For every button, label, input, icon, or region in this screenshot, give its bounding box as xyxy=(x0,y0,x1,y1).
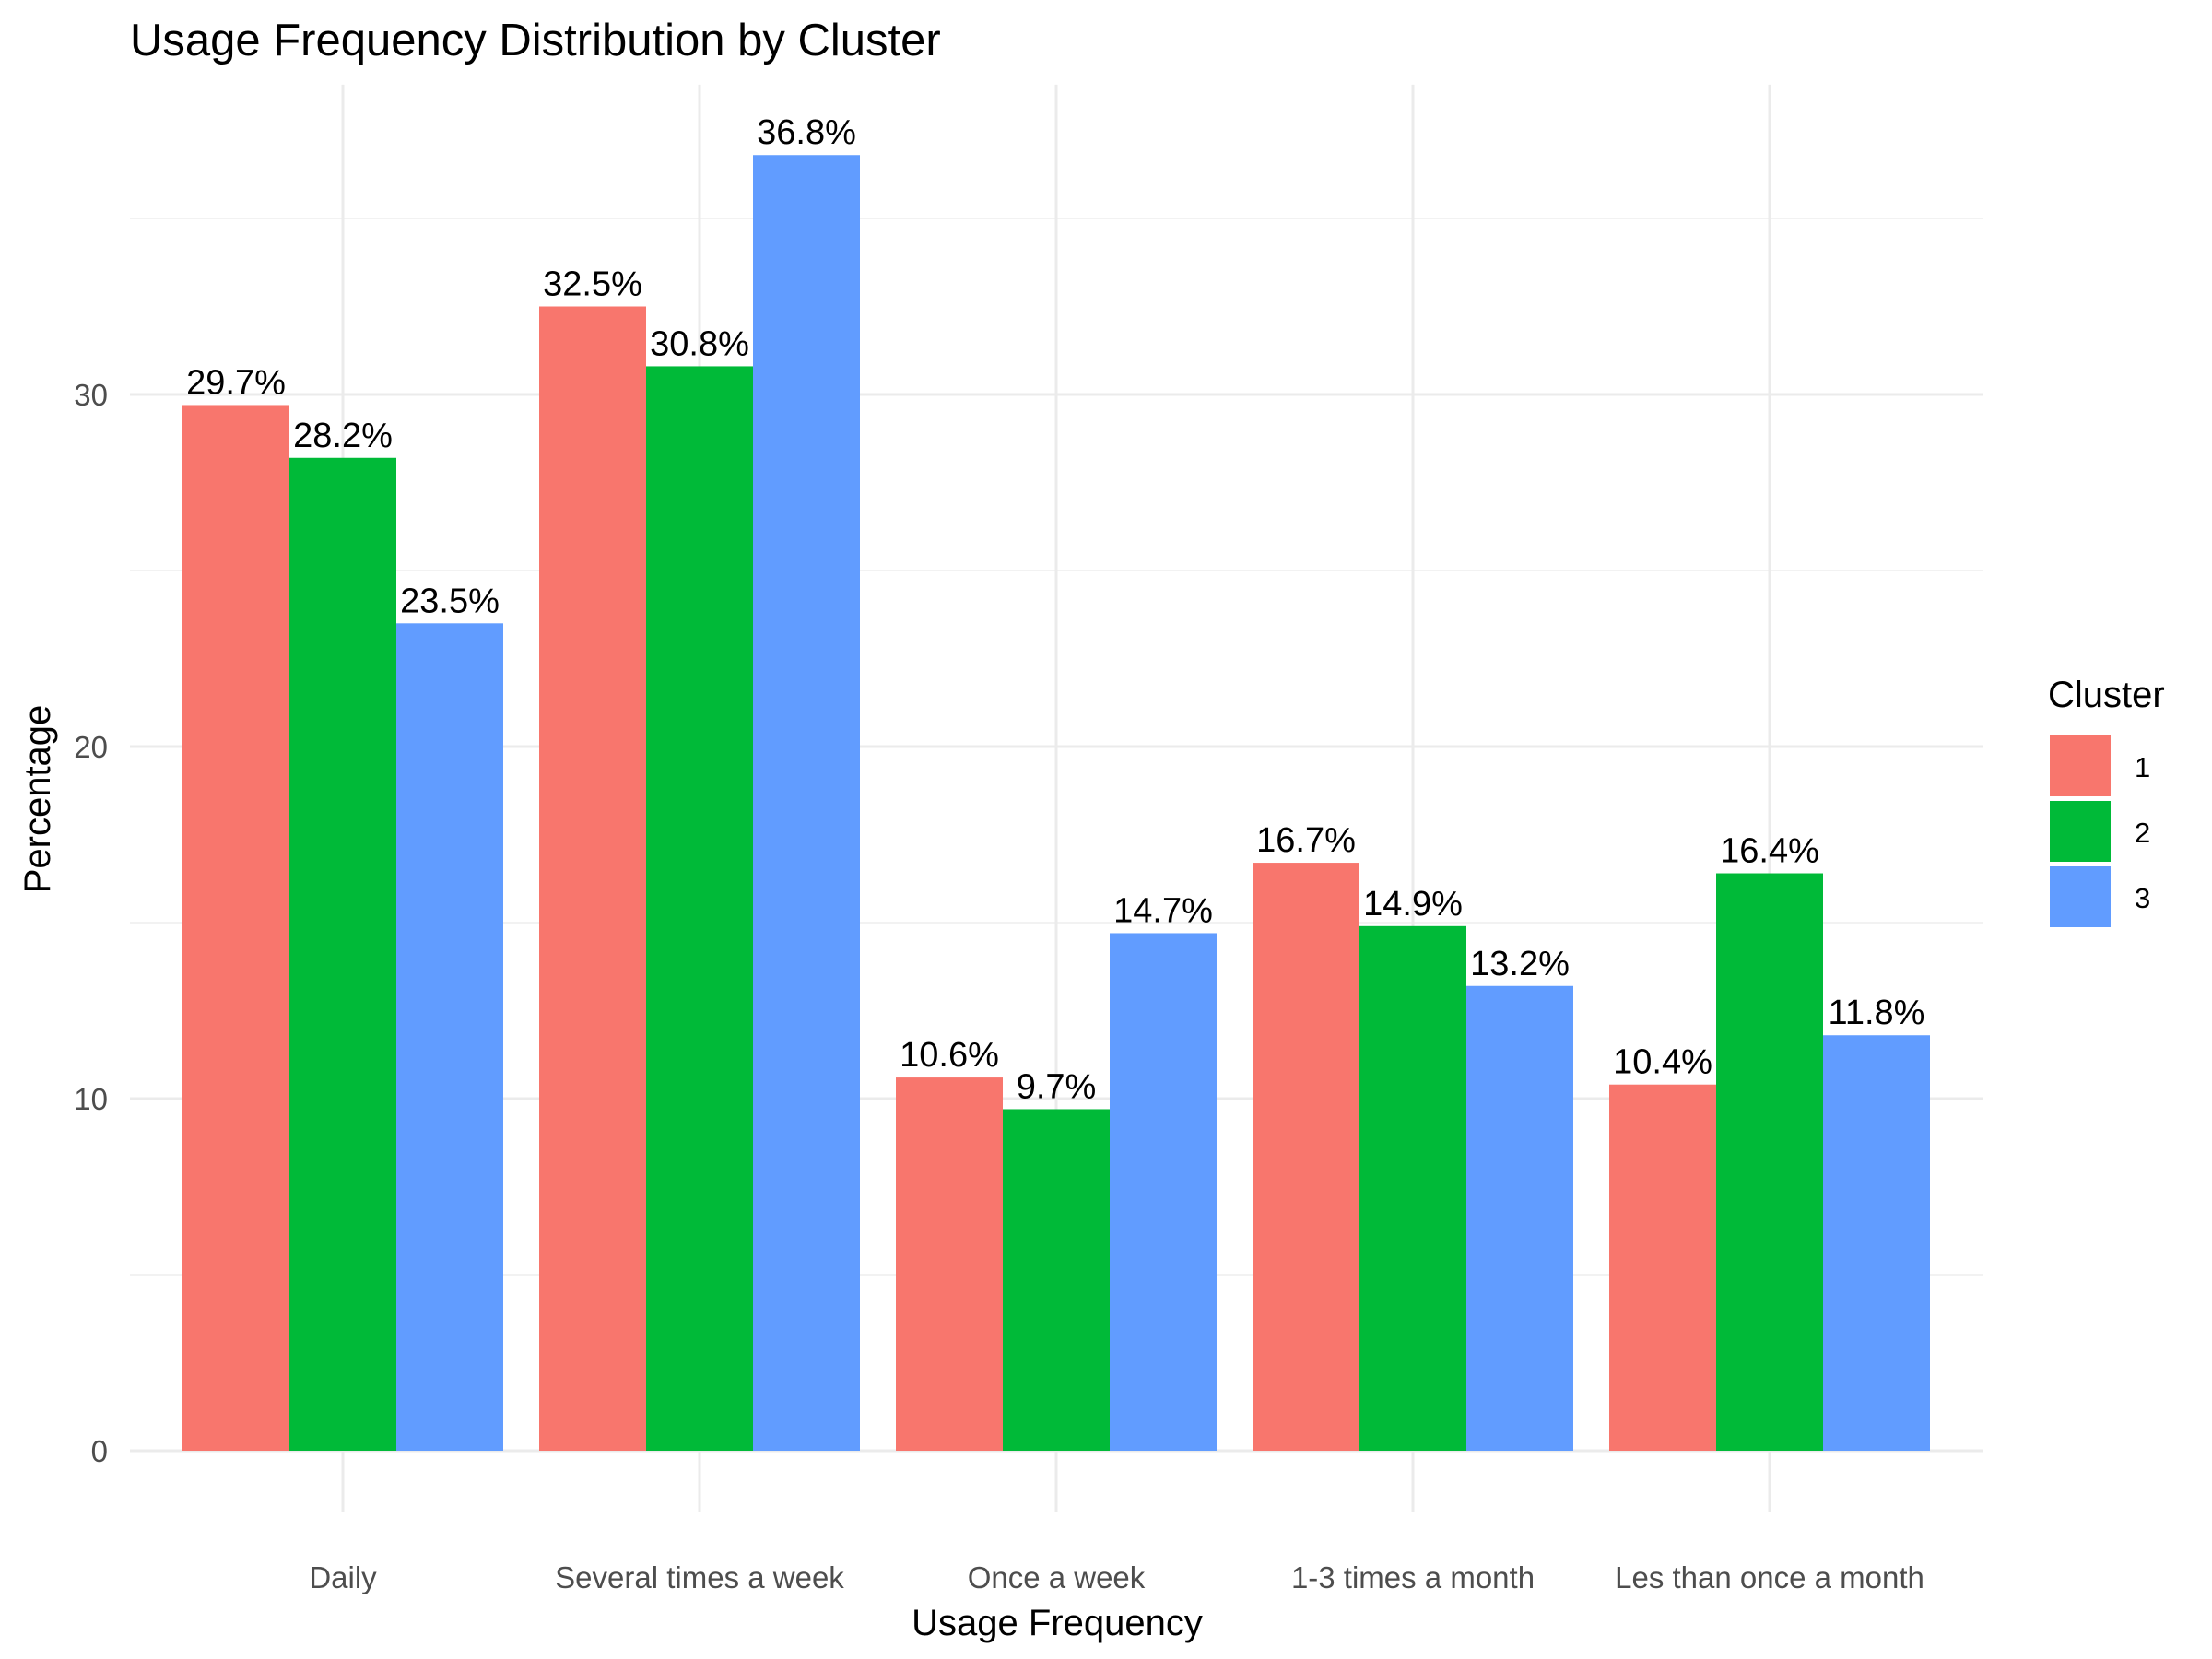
x-tick-label: Daily xyxy=(309,1560,377,1594)
legend: Cluster 1 2 3 xyxy=(2048,675,2165,927)
bar xyxy=(1823,1035,1930,1451)
bar xyxy=(289,457,396,1451)
legend-title: Cluster xyxy=(2048,675,2165,715)
bar xyxy=(1003,1109,1110,1451)
x-tick-label: Several times a week xyxy=(555,1560,844,1594)
data-label: 11.8% xyxy=(1829,994,1925,1032)
bar xyxy=(396,623,503,1451)
bar xyxy=(1716,873,1823,1451)
legend-key xyxy=(2050,866,2111,927)
data-label: 13.2% xyxy=(1470,945,1570,983)
data-label: 29.7% xyxy=(186,363,286,402)
y-axis-ticks: 0 10 20 30 xyxy=(74,378,108,1468)
data-label: 16.4% xyxy=(1720,832,1819,871)
data-label: 36.8% xyxy=(757,113,856,152)
bar xyxy=(1359,925,1466,1451)
data-label: 23.5% xyxy=(400,582,500,620)
bar xyxy=(1609,1084,1716,1451)
y-tick-label: 10 xyxy=(74,1082,108,1116)
data-label: 9.7% xyxy=(1017,1067,1097,1106)
legend-key xyxy=(2050,735,2111,796)
value-labels: 29.7% 32.5% 10.6% 16.7% 10.4% 28.2% 30.8% 9.7% 1… xyxy=(186,113,1924,1106)
bar xyxy=(182,405,289,1452)
data-label: 30.8% xyxy=(650,324,749,363)
legend-key xyxy=(2050,801,2111,862)
data-label: 32.5% xyxy=(543,265,642,304)
x-axis-ticks: Daily Several times a week Once a week 1-3 … xyxy=(309,1560,1924,1594)
x-tick-label: Les than once a month xyxy=(1615,1560,1924,1594)
legend-label: 2 xyxy=(2135,817,2150,849)
bar xyxy=(646,366,753,1452)
bar xyxy=(753,155,860,1452)
bar xyxy=(896,1077,1003,1451)
x-tick-label: 1-3 times a month xyxy=(1291,1560,1535,1594)
data-label: 28.2% xyxy=(293,417,393,455)
data-label: 16.7% xyxy=(1256,821,1356,860)
y-axis-title: Percentage xyxy=(18,705,58,894)
data-label: 10.4% xyxy=(1613,1043,1712,1082)
bar xyxy=(1466,985,1573,1451)
y-tick-label: 20 xyxy=(74,730,108,764)
bars xyxy=(182,155,1930,1452)
x-axis-title: Usage Frequency xyxy=(912,1603,1203,1643)
y-tick-label: 0 xyxy=(91,1434,108,1468)
data-label: 14.7% xyxy=(1113,891,1213,930)
legend-label: 1 xyxy=(2135,751,2150,783)
legend-label: 3 xyxy=(2135,882,2150,914)
bar xyxy=(1253,863,1359,1451)
chart-title: Usage Frequency Distribution by Cluster xyxy=(130,16,941,65)
bar xyxy=(1110,933,1217,1451)
data-label: 10.6% xyxy=(900,1036,999,1075)
y-tick-label: 30 xyxy=(74,378,108,412)
data-label: 14.9% xyxy=(1363,885,1463,924)
x-tick-label: Once a week xyxy=(968,1560,1146,1594)
bar xyxy=(539,306,646,1451)
